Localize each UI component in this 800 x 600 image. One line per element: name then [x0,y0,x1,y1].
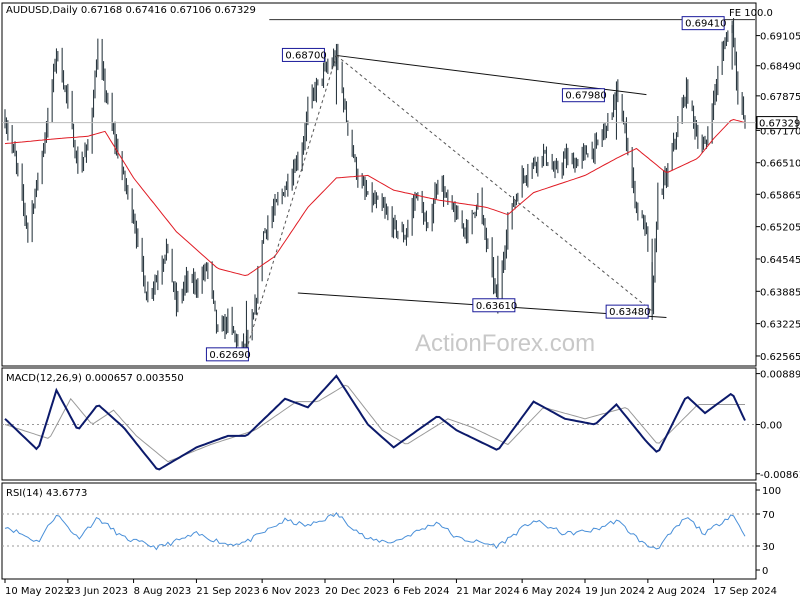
rsi-y-label: 0 [762,566,768,577]
fibo-dashed-line [336,55,653,312]
macd-title: MACD(12,26,9) 0.000657 0.003550 [6,373,184,384]
fe-label: FE 100.0 [729,8,773,19]
ohlc-close: 0.67329 [215,5,256,16]
x-tick-label: 19 Jun 2024 [585,586,645,597]
price-y-label: 0.67170 [760,126,800,137]
price-y-label: 0.67875 [760,92,800,103]
rsi-panel-frame [1,482,757,580]
price-y-label: 0.65205 [760,223,800,234]
rsi-y-label: 30 [762,542,775,553]
ohlc-high: 0.67416 [125,5,166,16]
x-tick-label: 2 Aug 2024 [648,586,706,597]
price-y-label: 0.69105 [760,32,800,43]
macd-line [4,374,746,471]
ohlc-open: 0.67168 [81,5,122,16]
x-tick-label: 20 Dec 2023 [325,586,389,597]
x-tick-label: 17 Sep 2024 [714,586,777,597]
macd-signal-line [4,384,745,463]
ohlc-low: 0.67106 [170,5,211,16]
price-y-label: 0.66510 [760,159,800,170]
price-layer: 0.62690 0.68700 0.63610 0.67980 0.63480 0.694… [2,16,800,363]
rsi-y-label: 100 [762,486,781,497]
price-label-box [472,298,516,313]
x-tick-label: 21 Sep 2023 [196,586,259,597]
price-y-label: 0.63885 [760,287,800,298]
price-y-label: 0.63225 [760,320,800,331]
fibo-dashed-line [245,55,337,350]
x-tick-label: 6 Feb 2024 [394,586,450,597]
price-label: 0.69410 [685,19,726,30]
rsi-title: RSI(14) 43.6773 [6,488,87,499]
price-y-label: 0.64545 [760,255,800,266]
rsi-layer: 100 70 30 0 [2,486,781,577]
price-label: 0.63480 [609,307,650,318]
price-label-box [681,16,725,31]
price-panel-frame [1,2,757,367]
price-y-label: 0.62565 [760,352,800,363]
macd-y-label: 0.008896 [760,370,800,381]
trendline [336,54,647,96]
macd-y-label: -0.008612 [760,470,800,481]
price-label-box [561,88,605,103]
x-tick-label: 10 May 2023 [5,586,70,597]
price-label-box [605,304,649,319]
x-tick-label: 21 Mar 2024 [456,586,519,597]
price-label: 0.62690 [209,350,250,361]
x-tick-label: 6 May 2024 [522,586,581,597]
current-price-badge [756,116,798,130]
x-tick-label: 8 Aug 2023 [134,586,192,597]
moving-average-line [4,118,746,277]
price-y-label: 0.65865 [760,190,800,201]
x-tick-label: 23 Jun 2023 [68,586,128,597]
x-tick-label: 6 Nov 2023 [262,586,320,597]
price-label: 0.68700 [285,50,326,61]
price-title: AUDUSD,Daily 0.67168 0.67416 0.67106 0.6… [6,5,256,16]
rsi-line [4,511,746,551]
macd-y-label: 0.00 [760,421,782,432]
price-label: 0.63610 [476,301,517,312]
price-label: 0.67980 [565,91,606,102]
price-y-label: 0.68490 [760,62,800,73]
current-price-label: 0.67329 [759,119,800,130]
price-label-box [205,347,249,362]
macd-layer: 0.008896 0.00 -0.008612 [2,370,800,481]
price-title-symbol: AUDUSD,Daily [6,5,78,16]
price-label-box [281,47,325,62]
rsi-y-label: 70 [762,510,775,521]
watermark: ActionForex.com [415,330,595,357]
